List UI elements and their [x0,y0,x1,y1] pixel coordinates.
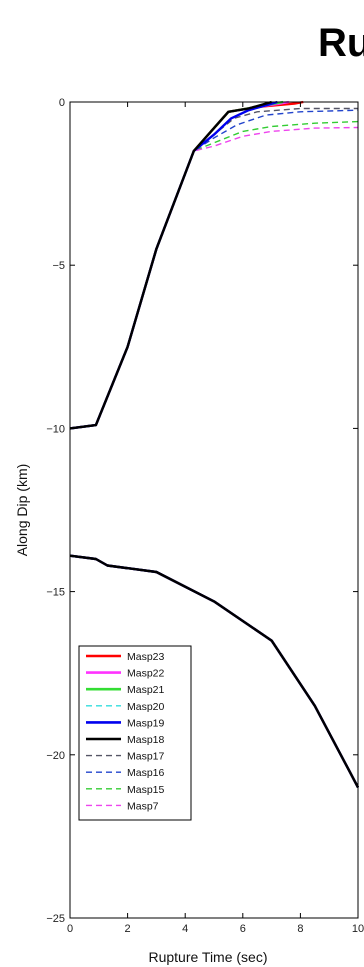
series-line-masp23-upper [69,100,304,430]
x-tick-label: 6 [240,923,246,935]
plot-border [69,101,359,919]
series-line-masp18-upper [69,100,272,430]
y-tick-label: −15 [46,587,65,599]
plot-lines [69,100,360,788]
x-axis: 0 2 4 6 8 10 [67,102,364,935]
legend-label-masp23: Masp23 [127,651,165,663]
x-tick-label: 8 [297,923,303,935]
y-tick-label: −5 [52,260,65,272]
series-line-masp15-upper [69,120,359,430]
x-axis-label: Rupture Time (sec) [148,949,267,965]
plot-frame [69,101,359,919]
series-line-masp16-upper [69,109,359,430]
series-line-masp20-upper [69,101,278,430]
chart-title: Ru [318,21,364,65]
series-line-masp18-lower [69,554,360,788]
legend-label-masp7: Masp7 [127,800,159,812]
y-tick-label: 0 [59,97,65,109]
legend-label-masp17: Masp17 [127,751,165,763]
legend-label-masp19: Masp19 [127,717,165,729]
legend-label-masp21: Masp21 [127,684,165,696]
y-axis-label: Along Dip (km) [14,464,30,557]
legend-label-masp18: Masp18 [127,734,165,746]
x-tick-label: 2 [125,923,131,935]
legend-label-masp16: Masp16 [127,767,165,779]
legend-box [78,645,192,821]
series-line-masp19-upper [69,100,278,430]
x-tick-label: 0 [67,923,73,935]
x-tick-label: 4 [182,923,188,935]
x-tick-label: 10 [352,923,364,935]
y-tick-label: −10 [46,423,65,435]
series-line-masp22-upper [69,100,290,430]
y-tick-label: −25 [46,913,65,925]
legend-label-masp20: Masp20 [127,701,165,713]
y-axis: 0 −5 −10 −15 −20 −25 [46,97,358,925]
legend-label-masp15: Masp15 [127,784,165,796]
y-tick-label: −20 [46,750,65,762]
series-line-masp21-upper [69,100,284,430]
legend-label-masp22: Masp22 [127,668,165,680]
legend: Masp23 Masp22 Masp21 Masp20 Masp19 Masp18 Masp… [78,645,192,821]
